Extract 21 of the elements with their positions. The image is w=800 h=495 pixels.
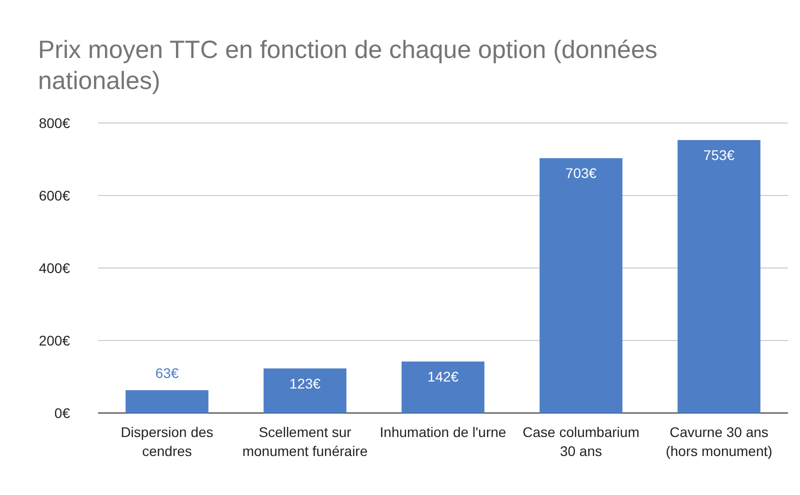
data-label: 123€: [289, 375, 321, 392]
data-label: 753€: [703, 147, 735, 164]
y-tick-label: 0€: [54, 405, 70, 421]
y-tick-label: 200€: [38, 332, 70, 348]
bar: [402, 362, 484, 413]
data-label: 142€: [427, 368, 459, 385]
x-tick-label: Scellement sur monument funéraire: [242, 424, 368, 459]
y-tick-label: 800€: [38, 115, 70, 131]
x-tick-label: Case columbarium 30 ans: [522, 424, 640, 459]
x-tick-label: Inhumation de l'urne: [380, 424, 506, 440]
chart-title: Prix moyen TTC en fonction de chaque option (données nationales): [38, 36, 658, 95]
bar: [126, 390, 208, 413]
data-label: 63€: [155, 365, 179, 382]
bar: [678, 140, 760, 413]
y-tick-label: 600€: [38, 188, 70, 204]
y-tick-label: 400€: [38, 260, 70, 276]
bar: [264, 368, 346, 413]
data-label: 703€: [565, 165, 597, 182]
bar: [540, 158, 622, 413]
x-tick-label: Dispersion des cendres: [120, 424, 214, 459]
x-tick-label: Cavurne 30 ans (hors monument): [666, 424, 772, 459]
